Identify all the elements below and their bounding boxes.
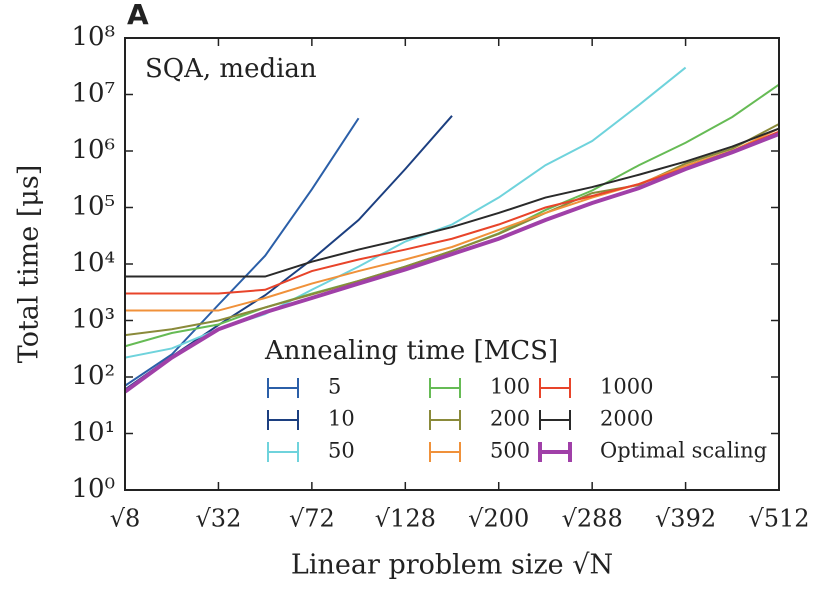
y-tick-label: 10³ (71, 305, 115, 335)
panel-label: A (127, 0, 149, 31)
legend-swatch (539, 410, 571, 430)
legend-swatch (538, 442, 572, 462)
legend-label: 10 (328, 407, 355, 431)
series-line (124, 83, 780, 348)
series-line (123, 132, 780, 394)
y-tick-label: 10⁵ (71, 192, 115, 222)
x-tick-label: √512 (748, 505, 809, 533)
legend-title: Annealing time [MCS] (264, 336, 558, 366)
legend-swatch (267, 410, 299, 430)
x-tick-label: √8 (110, 505, 141, 533)
legend-label: 1000 (600, 375, 653, 399)
legend-swatch (429, 378, 461, 398)
series-line (124, 117, 360, 387)
legend-swatch (267, 442, 299, 462)
y-tick-label: 10⁰ (71, 474, 115, 504)
y-tick-label: 10⁴ (71, 248, 115, 278)
legend-swatch (429, 442, 461, 462)
series-line (125, 130, 780, 295)
series-line (125, 127, 780, 312)
annotation: SQA, median (145, 54, 317, 84)
legend-label: 5 (328, 375, 341, 399)
x-tick-label: √72 (289, 505, 335, 533)
plot-frame (124, 37, 780, 491)
y-tick-label: 10⁸ (71, 22, 115, 52)
y-tick-label: 10¹ (71, 418, 115, 448)
y-tick-label: 10⁷ (71, 79, 115, 109)
legend-label: 2000 (600, 407, 653, 431)
legend-label: 50 (328, 439, 355, 463)
x-tick-label: √392 (655, 505, 716, 533)
x-tick-label: √32 (196, 505, 242, 533)
x-tick-label: √128 (375, 505, 436, 533)
legend-swatch (539, 378, 571, 398)
y-tick-label: 10² (71, 361, 115, 391)
legend-swatch (267, 378, 299, 398)
x-axis-label: Linear problem size √N (291, 550, 613, 581)
legend-label: Optimal scaling (600, 439, 767, 463)
y-tick-label: 10⁶ (71, 135, 115, 165)
legend-label: 500 (490, 439, 530, 463)
legend-label: 200 (490, 407, 530, 431)
x-tick-label: √200 (468, 505, 529, 533)
x-tick-label: √288 (562, 505, 623, 533)
y-axis-label: Total time [μs] (14, 165, 45, 363)
legend-swatch (429, 410, 461, 430)
series-line (125, 127, 780, 278)
legend-label: 100 (490, 375, 530, 399)
series-line (124, 123, 780, 337)
